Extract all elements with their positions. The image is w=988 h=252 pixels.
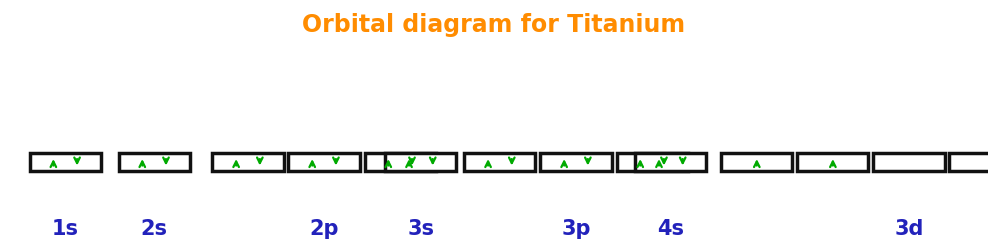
- Text: 2p: 2p: [309, 219, 339, 239]
- Text: 3p: 3p: [561, 219, 591, 239]
- Text: 3s: 3s: [407, 219, 435, 239]
- Bar: [635, 153, 706, 171]
- Bar: [365, 153, 436, 171]
- Bar: [119, 153, 190, 171]
- Bar: [288, 153, 360, 171]
- Bar: [721, 153, 792, 171]
- Text: 3d: 3d: [894, 219, 924, 239]
- Text: Orbital diagram for Titanium: Orbital diagram for Titanium: [302, 13, 686, 37]
- Bar: [949, 153, 988, 171]
- Bar: [797, 153, 868, 171]
- Bar: [30, 153, 101, 171]
- Text: 4s: 4s: [657, 219, 685, 239]
- Bar: [464, 153, 535, 171]
- Text: 1s: 1s: [51, 219, 79, 239]
- Bar: [873, 153, 945, 171]
- Bar: [385, 153, 456, 171]
- Bar: [540, 153, 612, 171]
- Text: 2s: 2s: [140, 219, 168, 239]
- Bar: [617, 153, 688, 171]
- Bar: [212, 153, 284, 171]
